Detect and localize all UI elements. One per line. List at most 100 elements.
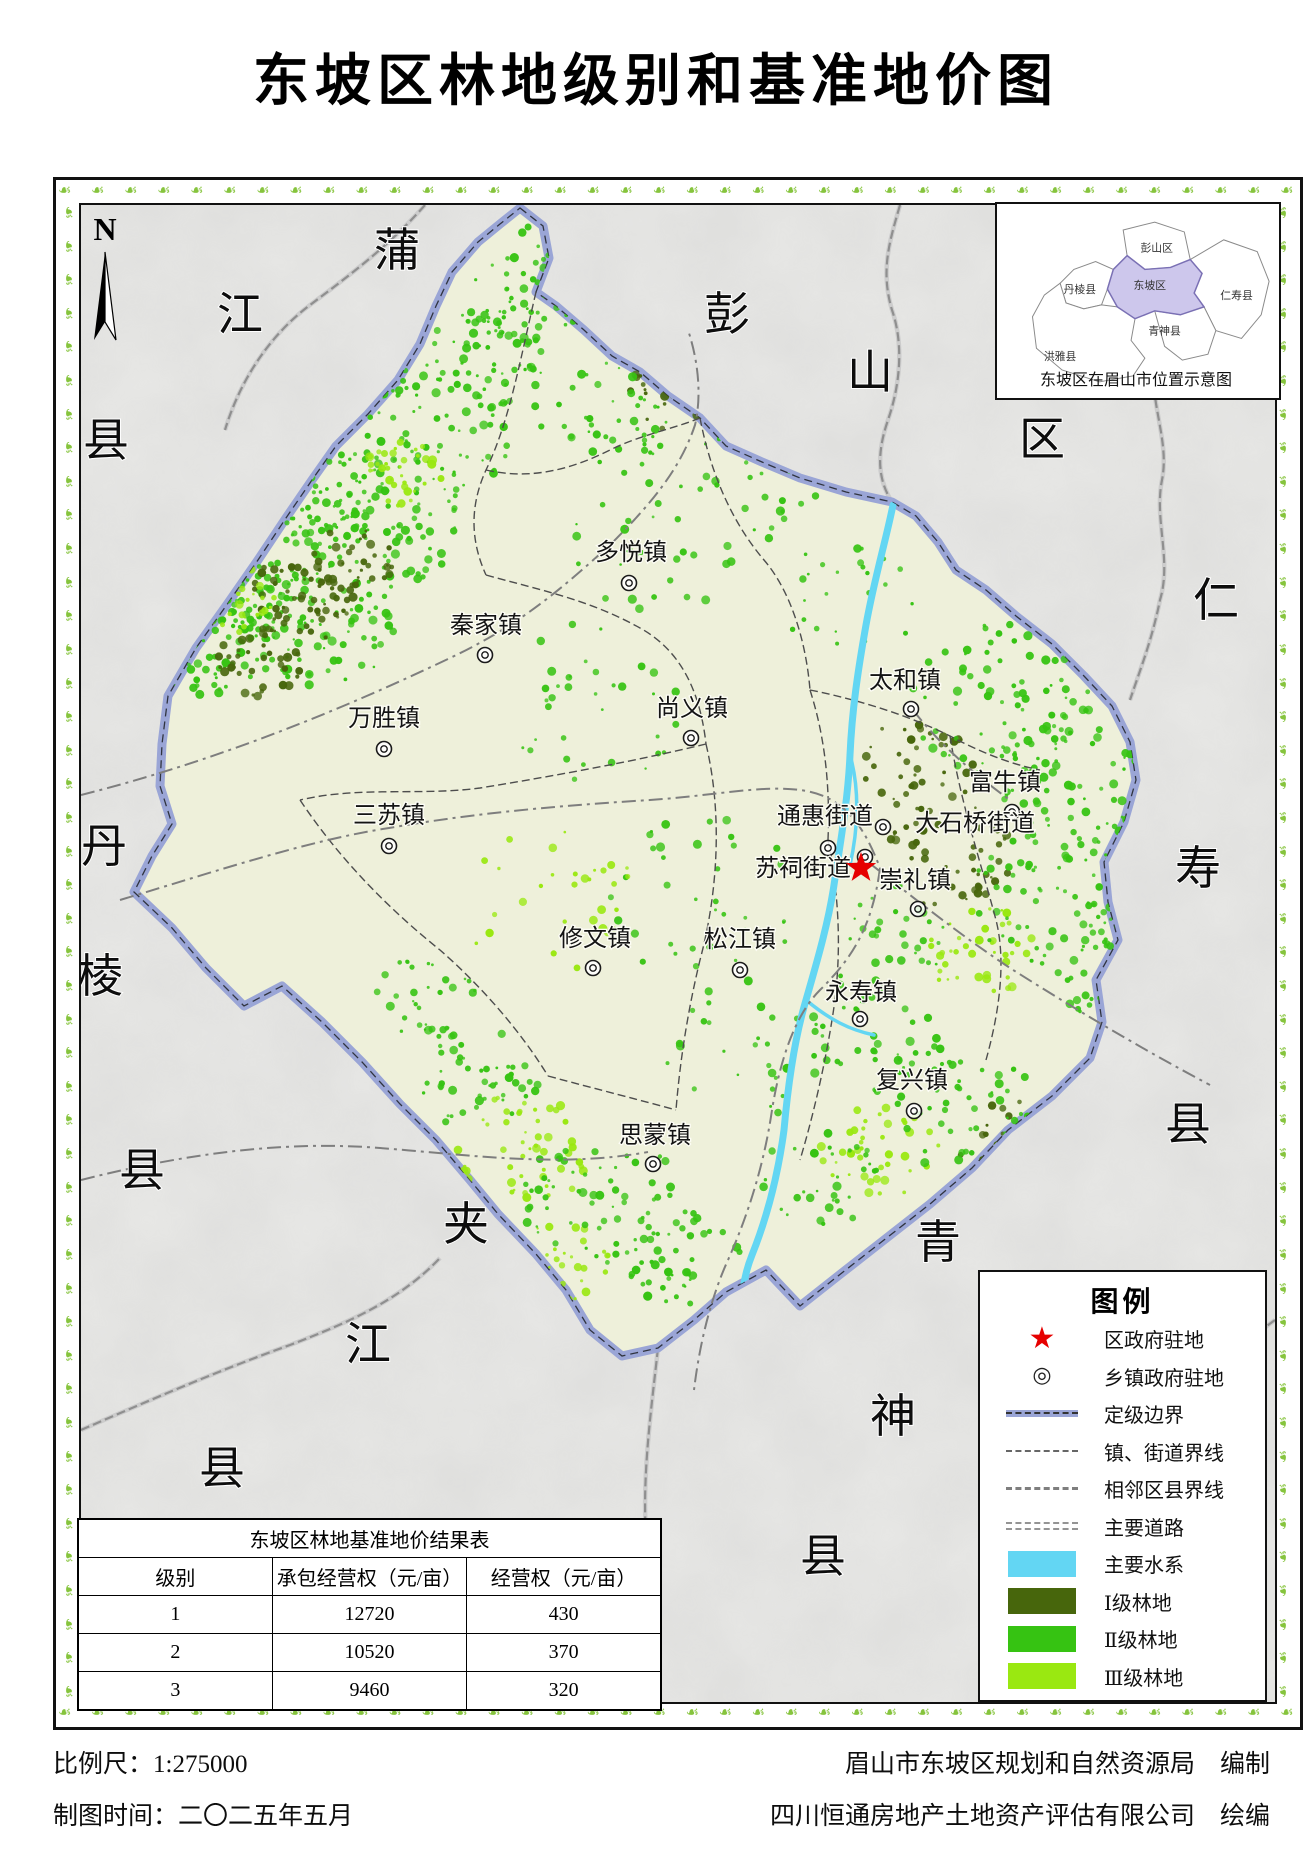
legend-item-label: 镇、街道界线 bbox=[1104, 1442, 1224, 1465]
price-table-cell: 9460 bbox=[271, 1671, 468, 1711]
ornament-glyph: ☙ bbox=[58, 1705, 72, 1721]
town-label: 思蒙镇 bbox=[619, 1122, 691, 1149]
ornament-glyph: ☙ bbox=[652, 183, 667, 199]
ornament-glyph: ☙ bbox=[1275, 1516, 1292, 1530]
town-seat-icon bbox=[909, 900, 927, 918]
ornament-glyph: ☙ bbox=[59, 541, 76, 556]
ornament-glyph: ☙ bbox=[355, 183, 369, 199]
legend-item-label: 主要水系 bbox=[1104, 1555, 1184, 1578]
ornament-glyph: ☙ bbox=[1214, 183, 1228, 199]
map-title: 东坡区林地级别和基准地价图 bbox=[253, 51, 1059, 113]
ornament-glyph: ☙ bbox=[1275, 911, 1292, 926]
ornament-glyph: ☙ bbox=[1081, 183, 1096, 199]
forest2-swatch-icon bbox=[1008, 1625, 1076, 1652]
main-roads bbox=[81, 329, 1211, 1391]
ornament-glyph: ☙ bbox=[59, 709, 76, 724]
ornament-glyph: ☙ bbox=[59, 1079, 76, 1094]
town-seat-icon bbox=[476, 646, 494, 664]
ornament-glyph: ☙ bbox=[1275, 441, 1292, 455]
town-label: 尚义镇 bbox=[656, 695, 728, 722]
price-table-title: 东坡区林地基准地价结果表 bbox=[77, 1518, 662, 1558]
ornament-glyph: ☙ bbox=[949, 183, 964, 199]
ornament-glyph: ☙ bbox=[1275, 1617, 1292, 1631]
county-label-char: 江 bbox=[217, 289, 263, 340]
ornament-glyph: ☙ bbox=[1015, 183, 1030, 199]
ornament-glyph: ☙ bbox=[1275, 1247, 1292, 1262]
ornament-glyph: ☙ bbox=[59, 1617, 76, 1631]
ornament-glyph: ☙ bbox=[157, 183, 171, 199]
inset-region-label: 仁寿县 bbox=[1220, 288, 1253, 302]
date-text: 制图时间：二〇二五年五月 bbox=[53, 1803, 354, 1830]
county-label-char: 仁 bbox=[1193, 575, 1239, 626]
county-label-char: 彭 bbox=[704, 289, 750, 340]
ornament-glyph: ☙ bbox=[59, 609, 76, 623]
ornament-glyph: ☙ bbox=[718, 183, 733, 199]
ornament-glyph: ☙ bbox=[421, 183, 435, 199]
legend-box: 图例 ★ 区政府驻地 ◎ 乡镇政府驻地 定级边界 镇、街道界线 相邻区县界线 主要道路 主要水系… bbox=[978, 1270, 1267, 1702]
north-arrow: N bbox=[93, 211, 117, 341]
price-table-header: 承包经营权（元/亩） bbox=[271, 1557, 468, 1596]
town-label: 复兴镇 bbox=[876, 1067, 948, 1094]
credit-compiler: 眉山市东坡区规划和自然资源局 编制 bbox=[844, 1751, 1270, 1778]
ornament-glyph: ☙ bbox=[1275, 1348, 1292, 1362]
ornament-border-top: ☙ ☙ ☙ ☙ ☙ ☙ ☙ ☙ ☙ ☙ ☙ ☙ ☙ ☙ ☙ ☙ ☙ ☙ ☙ ☙ ☙ ☙ ☙ ☙ ☙ ☙ ☙ ☙ ☙ ☙ ☙ ☙ ☙ ☙ ☙ ☙ ☙ ☙ bbox=[58, 181, 1294, 202]
county-label-char: 县 bbox=[1165, 1099, 1211, 1150]
credit-drafter: 四川恒通房地产土地资产评估有限公司 绘编 bbox=[769, 1803, 1270, 1830]
ornament-glyph: ☙ bbox=[1275, 945, 1292, 959]
county-label-char: 区 bbox=[1019, 414, 1065, 465]
town-seat-icon bbox=[902, 700, 920, 718]
town-label: 修文镇 bbox=[559, 925, 631, 952]
ornament-glyph: ☙ bbox=[850, 1705, 865, 1721]
ornament-glyph: ☙ bbox=[1181, 183, 1195, 199]
price-table-header: 经营权（元/亩） bbox=[466, 1557, 662, 1596]
ornament-glyph: ☙ bbox=[1148, 183, 1162, 199]
district-seat-star-icon bbox=[845, 852, 877, 881]
ornament-glyph: ☙ bbox=[1275, 609, 1292, 623]
county-label-char: 棱 bbox=[81, 951, 123, 1002]
ornament-glyph: ☙ bbox=[59, 474, 76, 489]
legend-item-label: 定级边界 bbox=[1104, 1405, 1184, 1428]
legend-item: 相邻区县界线 bbox=[980, 1470, 1265, 1508]
price-table-row: 2 10520 370 bbox=[77, 1633, 662, 1672]
county-label-char: 县 bbox=[119, 1145, 165, 1196]
town-seat-icon bbox=[375, 740, 393, 758]
ornament-glyph: ☙ bbox=[1048, 1705, 1063, 1721]
ornament-glyph: ☙ bbox=[1275, 1046, 1292, 1060]
ornament-glyph: ☙ bbox=[190, 183, 204, 199]
town-seat-icon bbox=[819, 839, 837, 857]
ornament-glyph: ☙ bbox=[685, 1705, 700, 1721]
ornament-glyph: ☙ bbox=[883, 183, 898, 199]
county-label-char: 山 bbox=[847, 347, 893, 398]
town-label: 太和镇 bbox=[869, 667, 941, 694]
ornament-glyph: ☙ bbox=[59, 1146, 76, 1161]
ornament-glyph: ☙ bbox=[91, 183, 105, 199]
ornament-glyph: ☙ bbox=[784, 1705, 799, 1721]
ornament-glyph: ☙ bbox=[1247, 183, 1261, 199]
price-table-cell: 10520 bbox=[271, 1633, 468, 1672]
ornament-glyph: ☙ bbox=[1275, 1113, 1292, 1127]
town-seat-icon bbox=[584, 959, 602, 977]
price-table-cell: 430 bbox=[466, 1595, 662, 1634]
ornament-glyph: ☙ bbox=[59, 1482, 76, 1497]
town-seat-icon bbox=[905, 1102, 923, 1120]
ornament-glyph: ☙ bbox=[1275, 1482, 1292, 1497]
town-label: 通惠街道 bbox=[777, 803, 873, 830]
town-label: 永寿镇 bbox=[825, 979, 897, 1006]
forest1-swatch-icon bbox=[1008, 1588, 1076, 1615]
town-boundary-line-icon bbox=[1006, 1450, 1078, 1453]
ornament-glyph: ☙ bbox=[883, 1705, 898, 1721]
town-label: 松江镇 bbox=[704, 926, 776, 953]
ornament-glyph: ☙ bbox=[685, 183, 700, 199]
legend-item: Ⅱ级林地 bbox=[980, 1620, 1265, 1658]
ornament-glyph: ☙ bbox=[1214, 1705, 1228, 1721]
ornament-glyph: ☙ bbox=[59, 1415, 76, 1430]
town-label: 三苏镇 bbox=[353, 802, 425, 829]
ornament-glyph: ☙ bbox=[59, 1113, 76, 1127]
ornament-glyph: ☙ bbox=[850, 183, 865, 199]
ornament-glyph: ☙ bbox=[59, 1214, 76, 1228]
county-label-char: 江 bbox=[345, 1319, 391, 1370]
legend-item-label: 区政府驻地 bbox=[1104, 1330, 1204, 1353]
ornament-glyph: ☙ bbox=[949, 1705, 964, 1721]
ornament-glyph: ☙ bbox=[59, 239, 76, 253]
